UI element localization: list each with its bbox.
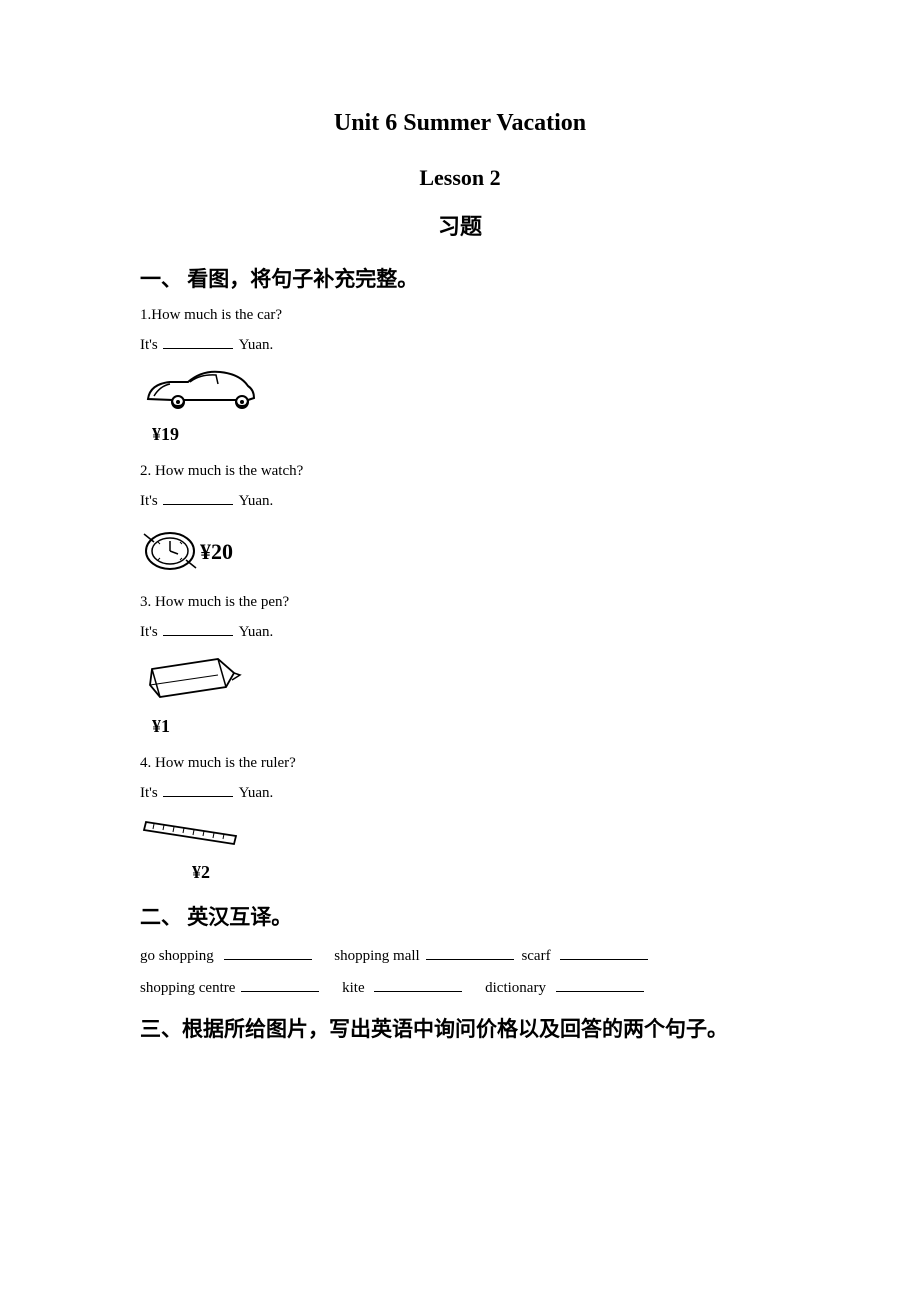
term-kite: kite <box>342 980 368 996</box>
ruler-icon <box>140 812 780 852</box>
q2-prefix: It's <box>140 493 161 509</box>
lesson-title: Lesson 2 <box>140 165 780 191</box>
svg-text:¥20: ¥20 <box>200 539 233 564</box>
q4-prefix: It's <box>140 785 161 801</box>
q2-suffix: Yuan. <box>235 493 273 509</box>
pen-icon <box>140 651 780 706</box>
q1-prefix: It's <box>140 337 161 353</box>
q3-prefix: It's <box>140 624 161 640</box>
translation-row-2: shopping centre kite dictionary <box>140 977 780 997</box>
q1-price: ¥19 <box>152 424 780 445</box>
q4-blank[interactable] <box>163 782 233 797</box>
section2-heading: 二、 英汉互译。 <box>140 901 780 931</box>
q3-suffix: Yuan. <box>235 624 273 640</box>
translation-row-1: go shopping shopping mall scarf <box>140 945 780 965</box>
blank-shopping-centre[interactable] <box>241 977 319 992</box>
blank-shopping-mall[interactable] <box>426 945 514 960</box>
q4-suffix: Yuan. <box>235 785 273 801</box>
blank-go-shopping[interactable] <box>224 945 312 960</box>
q2-question: 2. How much is the watch? <box>140 463 780 480</box>
section1-heading: 一、 看图，将句子补充完整。 <box>140 263 780 293</box>
blank-dictionary[interactable] <box>556 977 644 992</box>
q1-answer-line: It's Yuan. <box>140 334 780 354</box>
q2-answer-line: It's Yuan. <box>140 490 780 510</box>
q4-question: 4. How much is the ruler? <box>140 755 780 772</box>
q4-price: ¥2 <box>192 862 780 883</box>
q4-answer-line: It's Yuan. <box>140 782 780 802</box>
term-dictionary: dictionary <box>485 980 550 996</box>
term-shopping-mall: shopping mall <box>334 948 419 964</box>
q3-answer-line: It's Yuan. <box>140 621 780 641</box>
q3-price: ¥1 <box>152 716 780 737</box>
q3-blank[interactable] <box>163 621 233 636</box>
section3-heading: 三、根据所给图片，写出英语中询问价格以及回答的两个句子。 <box>140 1013 780 1043</box>
worksheet-label: 习题 <box>140 209 780 241</box>
term-scarf: scarf <box>521 948 554 964</box>
q2-blank[interactable] <box>163 490 233 505</box>
blank-kite[interactable] <box>374 977 462 992</box>
blank-scarf[interactable] <box>560 945 648 960</box>
q3-question: 3. How much is the pen? <box>140 594 780 611</box>
watch-with-price-icon: ¥20 <box>140 526 780 576</box>
car-icon <box>140 364 780 414</box>
term-go-shopping: go shopping <box>140 948 218 964</box>
q1-suffix: Yuan. <box>235 337 273 353</box>
term-shopping-centre: shopping centre <box>140 980 235 996</box>
page: Unit 6 Summer Vacation Lesson 2 习题 一、 看图… <box>0 0 920 1302</box>
q1-question: 1.How much is the car? <box>140 307 780 324</box>
q1-blank[interactable] <box>163 334 233 349</box>
unit-title: Unit 6 Summer Vacation <box>140 110 780 137</box>
